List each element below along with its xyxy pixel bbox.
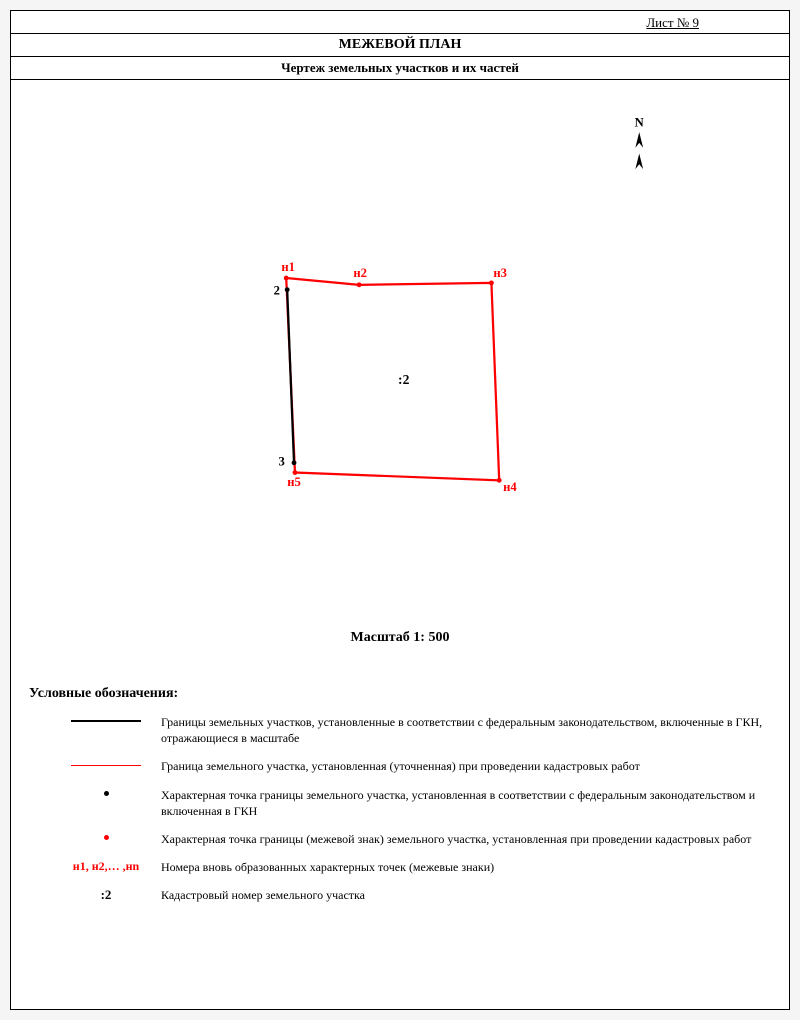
boundary-point-red <box>357 282 362 287</box>
legend-item: Границы земельных участков, установленны… <box>51 714 769 746</box>
parcel-boundary-black <box>287 290 294 463</box>
page-container: Лист № 9 МЕЖЕВОЙ ПЛАН Чертеж земельных у… <box>10 10 790 1010</box>
point-label: н2 <box>353 266 367 280</box>
point-label: 2 <box>274 284 280 298</box>
point-label: 3 <box>278 455 284 469</box>
legend-symbol <box>51 758 161 772</box>
legend-text: Характерная точка границы земельного уча… <box>161 787 769 819</box>
legend-item: Характерная точка границы (межевой знак)… <box>51 831 769 847</box>
legend-symbol: :2 <box>51 887 161 903</box>
legend-item: н1, н2,… ,нnНомера вновь образованных ха… <box>51 859 769 875</box>
sheet-number: Лист № 9 <box>11 11 789 33</box>
boundary-point-black <box>292 460 297 465</box>
point-label: н1 <box>281 260 295 274</box>
north-arrow-icon: N <box>635 115 644 169</box>
legend-text: Номера вновь образованных характерных то… <box>161 859 769 875</box>
boundary-point-red <box>284 276 289 281</box>
legend-symbol <box>51 831 161 845</box>
legend-symbol: н1, н2,… ,нn <box>51 859 161 874</box>
legend-item: Характерная точка границы земельного уча… <box>51 787 769 819</box>
point-label: н4 <box>503 480 517 494</box>
legend-text: Граница земельного участка, установленна… <box>161 758 769 774</box>
scale-label: Масштаб 1: 500 <box>11 630 789 646</box>
document-title: МЕЖЕВОЙ ПЛАН <box>11 33 789 57</box>
document-subtitle: Чертеж земельных участков и их частей <box>11 57 789 80</box>
boundary-point-red <box>489 280 494 285</box>
boundary-point-black <box>285 287 290 292</box>
legend-item: :2Кадастровый номер земельного участка <box>51 887 769 903</box>
legend-item: Граница земельного участка, установленна… <box>51 758 769 774</box>
point-label: н3 <box>493 266 507 280</box>
legend-symbol <box>51 714 161 728</box>
boundary-point-red <box>497 478 502 483</box>
point-label: н5 <box>287 475 301 489</box>
drawing-area: N 2 3 н1 н2 н3 н4 н5 :2 <box>11 80 789 620</box>
parcel-boundary-red <box>286 278 499 480</box>
legend: Границы земельных участков, установленны… <box>11 714 789 904</box>
legend-text: Характерная точка границы (межевой знак)… <box>161 831 769 847</box>
legend-text: Кадастровый номер земельного участка <box>161 887 769 903</box>
legend-text: Границы земельных участков, установленны… <box>161 714 769 746</box>
legend-symbol <box>51 787 161 801</box>
legend-title: Условные обозначения: <box>11 686 789 714</box>
parcel-drawing: N 2 3 н1 н2 н3 н4 н5 :2 <box>11 80 789 620</box>
svg-text:N: N <box>635 115 644 129</box>
parcel-number-label: :2 <box>398 372 410 387</box>
